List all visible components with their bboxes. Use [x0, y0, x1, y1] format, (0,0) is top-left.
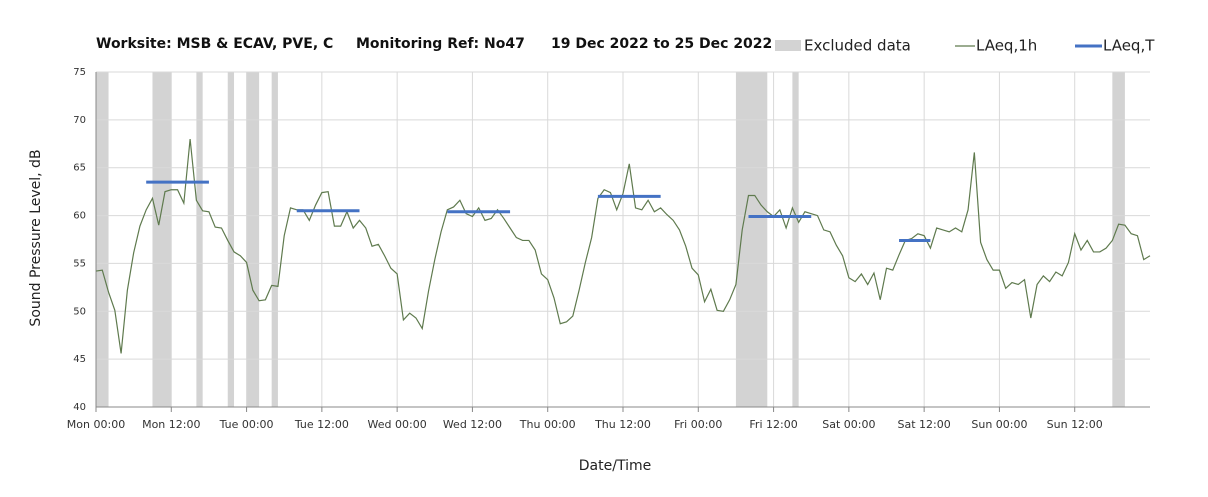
x-tick-label: Mon 12:00: [142, 418, 200, 431]
y-tick-label: 40: [73, 402, 86, 413]
y-tick-label: 75: [73, 67, 86, 78]
y-tick-label: 60: [73, 211, 86, 222]
series-line: [95, 138, 1151, 354]
y-axis-label: Sound Pressure Level, dB: [28, 149, 44, 326]
chart-title: 19 Dec 2022 to 25 Dec 2022: [551, 36, 772, 52]
excluded-band: [96, 72, 109, 407]
x-tick-label: Thu 12:00: [594, 418, 651, 431]
x-tick-label: Tue 12:00: [294, 418, 349, 431]
x-tick-label: Sat 00:00: [822, 418, 875, 431]
y-tick-label: 65: [73, 163, 86, 174]
x-axis-label: Date/Time: [579, 458, 651, 474]
legend-label: LAeq,T: [1103, 37, 1155, 55]
excluded-band: [152, 72, 172, 407]
legend-label: LAeq,1h: [976, 37, 1037, 55]
legend-label: Excluded data: [804, 37, 911, 55]
x-tick-label: Sat 12:00: [898, 418, 951, 431]
excluded-band: [792, 72, 799, 407]
chart-title: Worksite: MSB & ECAV, PVE, C: [96, 36, 333, 52]
x-tick-label: Fri 00:00: [674, 418, 722, 431]
excluded-band: [227, 72, 235, 407]
x-tick-label: Fri 12:00: [749, 418, 797, 431]
excluded-band: [196, 72, 203, 407]
x-tick-label: Wed 00:00: [368, 418, 427, 431]
y-tick-label: 50: [73, 306, 86, 317]
x-tick-label: Wed 12:00: [443, 418, 502, 431]
x-tick-label: Sun 00:00: [971, 418, 1027, 431]
chart-title: Monitoring Ref: No47: [356, 36, 525, 52]
x-tick-label: Thu 00:00: [519, 418, 576, 431]
x-tick-label: Mon 00:00: [67, 418, 125, 431]
excluded-band: [271, 72, 278, 407]
legend-swatch: [775, 40, 801, 51]
y-tick-label: 45: [73, 354, 86, 365]
y-tick-label: 55: [73, 258, 86, 269]
y-tick-label: 70: [73, 115, 86, 126]
x-tick-label: Tue 00:00: [219, 418, 274, 431]
x-tick-label: Sun 12:00: [1047, 418, 1103, 431]
excluded-band: [246, 72, 260, 407]
excluded-band: [1112, 72, 1125, 407]
